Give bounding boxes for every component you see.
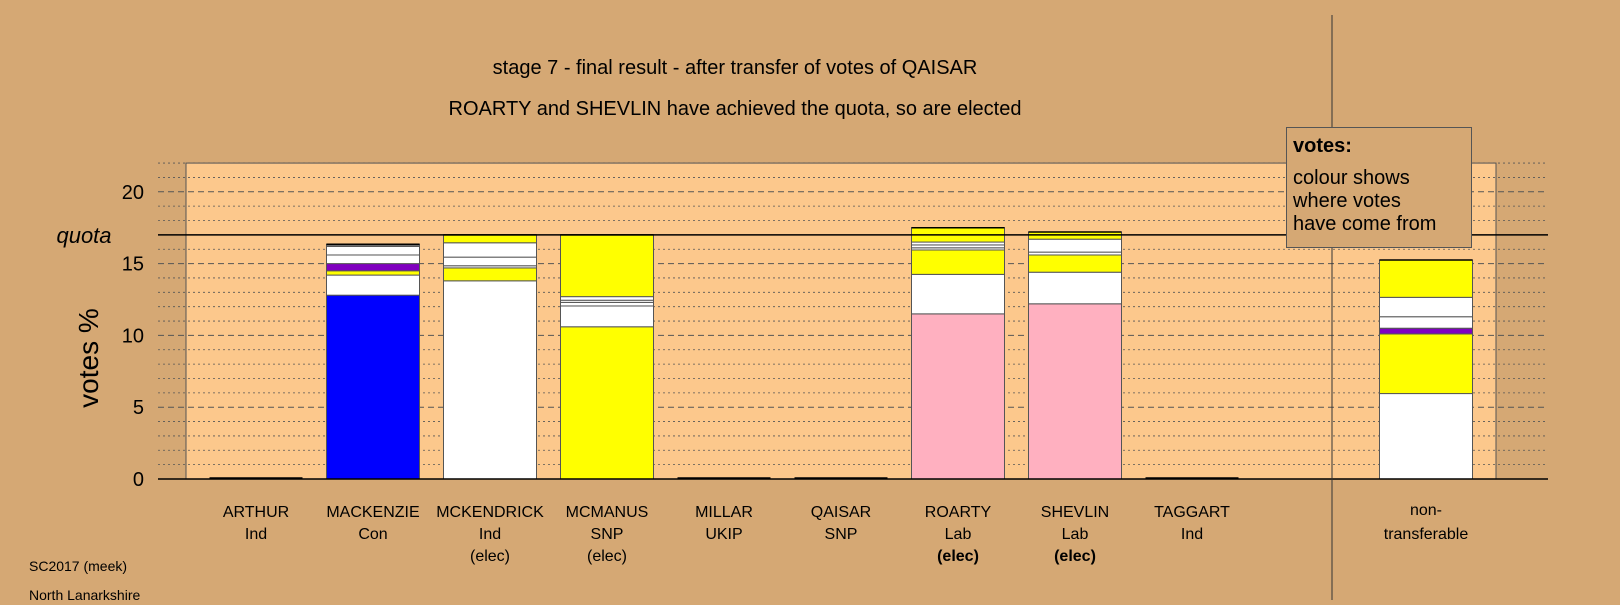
quota-label: quota	[56, 223, 111, 248]
legend-body: colour shows where votes have come from	[1293, 167, 1437, 235]
bar-segment	[443, 256, 537, 267]
bar-segment	[1379, 296, 1473, 318]
candidate-party: Con	[358, 526, 387, 543]
bar-segment	[1028, 254, 1122, 273]
bar-segment	[1028, 238, 1122, 253]
candidate-party: Ind	[479, 526, 501, 543]
candidate-party: UKIP	[705, 526, 742, 543]
candidate-party: SNP	[591, 526, 624, 543]
candidate-party: Lab	[945, 526, 972, 543]
bar-segment	[326, 245, 420, 256]
non-transferable-label: transferable	[1384, 526, 1469, 543]
bar-segment	[1028, 303, 1122, 480]
bar-segment	[1379, 327, 1473, 335]
footer-council: North Lanarkshire	[29, 587, 141, 603]
chart-legend: votes: colour shows where votes have com…	[1286, 127, 1472, 248]
bar-segment	[443, 267, 537, 282]
candidate-name: MILLAR	[695, 504, 753, 521]
candidate-party: Ind	[245, 526, 267, 543]
bar-segment	[1379, 316, 1473, 329]
bar-segment	[560, 296, 654, 301]
bar-segment	[560, 301, 654, 307]
bar-segment	[326, 263, 420, 272]
candidate-name: TAGGART	[1154, 504, 1230, 521]
candidate-name: ARTHUR	[223, 504, 289, 521]
y-tick-label: 15	[122, 254, 144, 276]
candidate-name: MACKENZIE	[326, 504, 419, 521]
bar-segment	[560, 326, 654, 480]
candidate-name: ROARTY	[925, 504, 992, 521]
bar-segment	[443, 242, 537, 258]
bar-segment	[326, 254, 420, 265]
bar-segment	[443, 234, 537, 244]
candidate-status: (elec)	[1054, 548, 1096, 565]
candidate-party: SNP	[825, 526, 858, 543]
candidate-status: (elec)	[587, 548, 627, 565]
y-tick-label: 0	[133, 469, 144, 491]
non-transferable-label: non-	[1410, 502, 1442, 519]
candidate-name: MCKENDRICK	[436, 504, 544, 521]
candidate-name: SHEVLIN	[1041, 504, 1109, 521]
bar-segment	[911, 273, 1005, 315]
bar-segment	[326, 294, 420, 480]
bar-segment	[911, 249, 1005, 275]
candidate-name: QAISAR	[811, 504, 871, 521]
bar-segment	[1028, 271, 1122, 305]
y-tick-label: 20	[122, 182, 144, 204]
legend-title: votes:	[1293, 135, 1352, 157]
y-tick-label: 5	[133, 397, 144, 419]
bar-segment	[326, 274, 420, 296]
candidate-party: Lab	[1062, 526, 1089, 543]
bar-segment	[326, 270, 420, 276]
candidate-status: (elec)	[470, 548, 510, 565]
bar-segment	[443, 280, 537, 480]
y-axis-label: votes %	[73, 308, 104, 408]
bar-segment	[1379, 259, 1473, 298]
bar-segment	[1379, 393, 1473, 480]
chart-title: stage 7 - final result - after transfer …	[493, 57, 978, 79]
bar-segment	[911, 313, 1005, 480]
chart-subtitle: ROARTY and SHEVLIN have achieved the quo…	[449, 98, 1022, 120]
y-tick-label: 10	[122, 325, 144, 347]
candidate-name: MCMANUS	[566, 504, 649, 521]
candidate-status: (elec)	[937, 548, 979, 565]
bar-segment	[560, 305, 654, 328]
candidate-party: Ind	[1181, 526, 1203, 543]
bar-segment	[560, 234, 654, 298]
footer-method: SC2017 (meek)	[29, 558, 128, 574]
bar-segment	[1379, 333, 1473, 395]
